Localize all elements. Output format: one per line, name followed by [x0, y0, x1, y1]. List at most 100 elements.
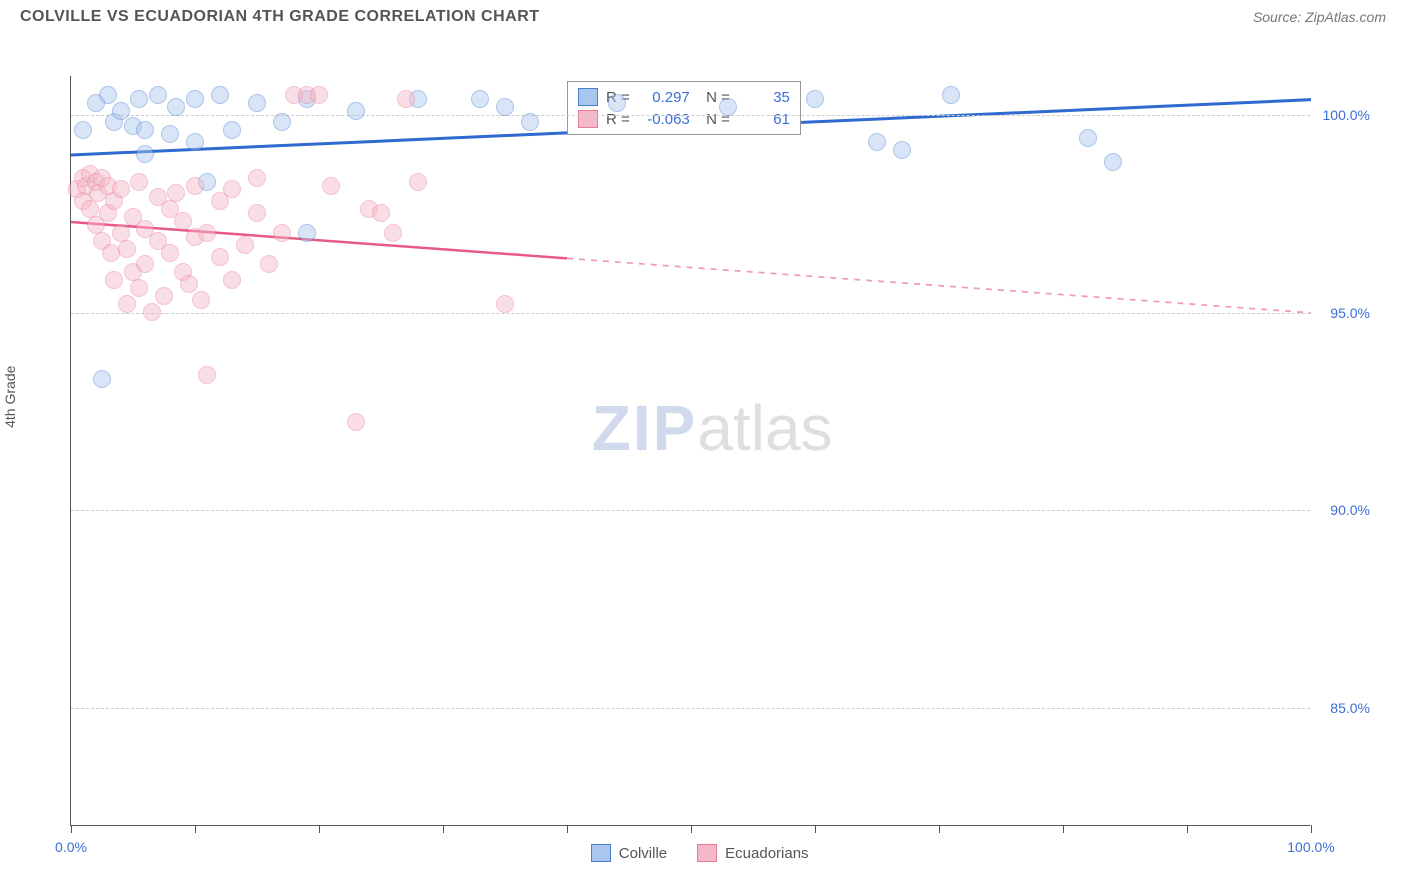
gridline — [71, 115, 1310, 116]
data-point — [130, 279, 148, 297]
legend-r-label: R = — [606, 111, 630, 128]
data-point — [136, 121, 154, 139]
data-point — [198, 224, 216, 242]
data-point — [298, 224, 316, 242]
x-tick — [319, 825, 320, 833]
legend-swatch — [578, 88, 598, 106]
y-tick-label: 95.0% — [1330, 305, 1370, 321]
x-tick — [1063, 825, 1064, 833]
data-point — [1104, 153, 1122, 171]
data-point — [136, 145, 154, 163]
data-point — [118, 295, 136, 313]
data-point — [198, 366, 216, 384]
source-label: Source: ZipAtlas.com — [1253, 9, 1386, 25]
data-point — [223, 180, 241, 198]
data-point — [347, 413, 365, 431]
data-point — [155, 287, 173, 305]
data-point — [174, 212, 192, 230]
data-point — [384, 224, 402, 242]
legend-row: R =-0.063 N =61 — [578, 108, 790, 130]
watermark: ZIPatlas — [592, 391, 833, 465]
data-point — [893, 141, 911, 159]
data-point — [167, 98, 185, 116]
y-tick-label: 100.0% — [1323, 107, 1370, 123]
data-point — [409, 173, 427, 191]
x-tick — [815, 825, 816, 833]
data-point — [186, 177, 204, 195]
data-point — [130, 90, 148, 108]
series-legend: Colville Ecuadorians — [591, 844, 809, 862]
correlation-legend: R =0.297 N =35R =-0.063 N =61 — [567, 81, 801, 135]
legend-item: Colville — [591, 844, 667, 862]
x-tick — [691, 825, 692, 833]
data-point — [260, 255, 278, 273]
legend-swatch — [591, 844, 611, 862]
x-tick — [939, 825, 940, 833]
data-point — [347, 102, 365, 120]
data-point — [118, 240, 136, 258]
legend-label: Colville — [619, 845, 667, 862]
data-point — [471, 90, 489, 108]
data-point — [130, 173, 148, 191]
data-point — [211, 86, 229, 104]
chart-title: COLVILLE VS ECUADORIAN 4TH GRADE CORRELA… — [20, 8, 540, 26]
data-point — [112, 102, 130, 120]
legend-swatch — [697, 844, 717, 862]
data-point — [496, 98, 514, 116]
data-point — [608, 94, 626, 112]
data-point — [211, 248, 229, 266]
x-tick — [443, 825, 444, 833]
gridline — [71, 510, 1310, 511]
data-point — [192, 291, 210, 309]
data-point — [99, 86, 117, 104]
data-point — [248, 204, 266, 222]
data-point — [322, 177, 340, 195]
data-point — [223, 271, 241, 289]
data-point — [180, 275, 198, 293]
x-tick-label: 0.0% — [55, 839, 87, 855]
data-point — [273, 224, 291, 242]
data-point — [105, 271, 123, 289]
data-point — [167, 184, 185, 202]
x-tick-label: 100.0% — [1287, 839, 1334, 855]
data-point — [236, 236, 254, 254]
plot-region: ZIPatlas R =0.297 N =35R =-0.063 N =61 8… — [70, 76, 1310, 826]
chart-header: COLVILLE VS ECUADORIAN 4TH GRADE CORRELA… — [0, 0, 1406, 30]
legend-n-value: 35 — [738, 89, 790, 106]
data-point — [806, 90, 824, 108]
data-point — [496, 295, 514, 313]
data-point — [521, 113, 539, 131]
x-tick — [1187, 825, 1188, 833]
y-tick-label: 90.0% — [1330, 502, 1370, 518]
gridline — [71, 708, 1310, 709]
trend-lines — [71, 76, 1311, 826]
legend-item: Ecuadorians — [697, 844, 808, 862]
data-point — [161, 244, 179, 262]
data-point — [74, 121, 92, 139]
legend-n-value: 61 — [738, 111, 790, 128]
data-point — [1079, 129, 1097, 147]
legend-r-value: 0.297 — [638, 89, 690, 106]
data-point — [149, 86, 167, 104]
data-point — [186, 90, 204, 108]
x-tick — [567, 825, 568, 833]
data-point — [248, 94, 266, 112]
data-point — [868, 133, 886, 151]
legend-swatch — [578, 110, 598, 128]
data-point — [136, 255, 154, 273]
data-point — [161, 125, 179, 143]
data-point — [248, 169, 266, 187]
data-point — [93, 370, 111, 388]
data-point — [186, 133, 204, 151]
data-point — [372, 204, 390, 222]
legend-r-value: -0.063 — [638, 111, 690, 128]
data-point — [942, 86, 960, 104]
x-tick — [195, 825, 196, 833]
x-tick — [1311, 825, 1312, 833]
y-axis-label: 4th Grade — [2, 366, 18, 428]
gridline — [71, 313, 1310, 314]
data-point — [719, 98, 737, 116]
legend-label: Ecuadorians — [725, 845, 808, 862]
data-point — [273, 113, 291, 131]
data-point — [143, 303, 161, 321]
